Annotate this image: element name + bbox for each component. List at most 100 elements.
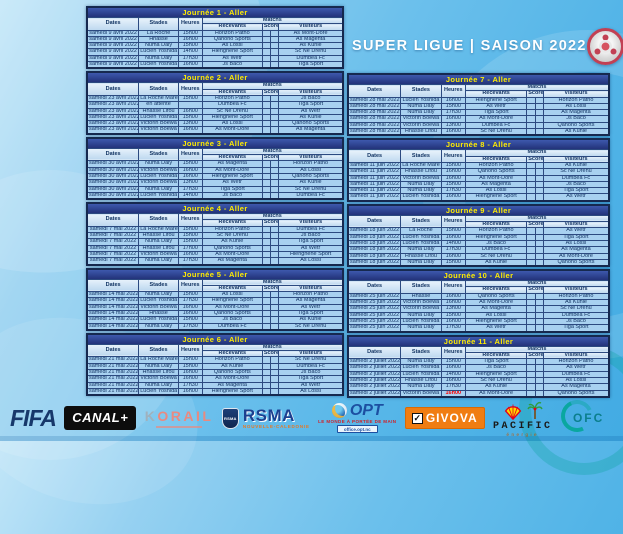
score-away-cell [534,193,544,202]
heure-cell: 16h00 [177,61,203,69]
match-row: samedi 30 avril 2022 Lucien Yoshida 14h00 J… [86,191,344,200]
dates-header: Dates [86,82,140,96]
match-row: samedi 2 juillet 2022 Hnasse Lifou 16h00 Sc… [347,376,610,385]
match-row: samedi 7 mai 2022 Victorin Boewa 16h00 As M… [86,250,344,259]
stade-cell: Numa Daly [138,291,179,299]
visiteur-cell: As Lossi [542,102,610,111]
date-cell: samedi 9 avril 2022 [86,35,140,44]
journee-title-row: Journée 5 - Aller [86,268,344,280]
heure-cell: 16h00 [440,96,466,104]
stades-header: Stades [400,280,442,294]
date-cell: samedi 23 avril 2022 [86,107,140,115]
visiteur-cell: As Magenta [542,383,610,391]
opt-website: office.opt.nc [336,425,378,434]
score-away-cell [534,258,544,267]
score-away-cell [270,120,280,128]
match-row: samedi 11 juin 2022 Numa Daly 15h00 As Mage… [347,180,610,189]
visiteur-cell: Qanono Sports [542,389,610,398]
heures-header: Heures [177,278,203,293]
dates-header: Dates [347,84,402,98]
journee-table: Journée 1 - Aller Dates Stades Heures Ma… [86,6,344,70]
matchs-header: Matchs [464,149,610,157]
fifa-wordmark: FIFA [10,404,57,431]
date-cell: samedi 30 avril 2022 [86,185,140,193]
journee-title-row: Journée 2 - Aller [86,71,344,84]
stade-cell: Numa Daly [400,102,442,111]
heure-cell: 15h00 [440,102,466,111]
scores-header: Scores [261,154,280,162]
date-cell: samedi 30 avril 2022 [86,179,140,187]
score-away-cell [534,252,544,260]
heures-header: Heures [440,149,466,163]
bottom-strip [0,436,623,441]
heure-cell: 14h00 [440,370,466,379]
heures-header: Heures [177,17,203,31]
stade-cell: Lucien Yoshida [138,297,179,305]
visiteurs-header: Visiteurs [542,286,610,294]
match-row: samedi 18 juin 2022 La Roche 15h00 Horizon … [347,227,610,235]
date-cell: samedi 2 juillet 2022 [347,364,402,372]
date-cell: samedi 7 mai 2022 [86,257,140,265]
recevant-cell: As Wetr [464,324,528,332]
match-row: samedi 7 mai 2022 Numa Daly 15h00 As Kunie T… [86,238,344,246]
visiteur-cell: As Kunie [542,128,610,136]
visiteurs-header: Visiteurs [542,155,610,163]
federation-football-logo-icon [586,27,623,65]
stade-cell: Numa Daly [400,324,442,332]
visiteurs-header: Visiteurs [278,23,344,31]
visiteur-cell: As Wetr [542,364,610,372]
match-row: samedi 30 avril 2022 Lucien Yoshida 16h00 H… [86,172,344,181]
column-header-row: Dates Stades Heures Matchs [86,16,344,31]
stade-cell: Lucien Yoshida [138,61,179,69]
stade-cell: Numa Daly [138,238,179,246]
heures-header: Heures [440,84,466,98]
match-row: samedi 14 mai 2022 Hnassé 16h00 Qanono Spor… [86,309,344,318]
visiteur-cell: As Lossi [542,376,610,385]
matchs-header: Matchs [464,83,610,92]
match-row: samedi 2 juillet 2022 Victorin Boewa 16h00… [347,389,610,398]
score-away-cell [534,389,544,398]
stade-cell: Hnassé [138,35,179,44]
matchs-header: Matchs [464,214,610,223]
journee-title: Journée 8 - Aller [347,138,610,151]
journee-table: Journée 9 - Aller Dates Stades Heures Ma… [347,203,610,268]
date-cell: samedi 28 mai 2022 [347,121,402,130]
heure-cell: 17h30 [440,246,466,254]
visiteur-cell: As Magenta [542,246,610,254]
heure-cell: 16h00 [440,252,466,260]
stade-cell: Numa Daly [138,362,179,371]
visiteur-cell: Js Baco [278,94,344,103]
date-cell: samedi 28 mai 2022 [347,109,402,117]
heure-cell: 16h00 [440,376,466,385]
stade-cell: Victorin Boewa [138,375,179,383]
date-cell: samedi 9 avril 2022 [86,61,140,69]
match-row: samedi 9 avril 2022 Numa Daly 15h00 As Loss… [86,42,344,50]
stade-cell: Numa Daly [400,311,442,319]
date-cell: samedi 21 mai 2022 [86,381,140,389]
date-cell: samedi 28 mai 2022 [347,102,402,111]
match-row: samedi 14 mai 2022 Numa Daly 15h00 As Lossi… [86,291,344,299]
visiteur-cell: Qanono Sports [278,120,344,128]
score-away-cell [270,322,280,331]
journee-table: Journée 5 - Aller Dates Stades Heures Ma… [86,267,344,331]
stade-cell: en attente [138,101,179,109]
journee-title: Journée 2 - Aller [86,71,344,84]
score-away-cell [270,185,280,193]
match-row: samedi 9 avril 2022 La Roche 15h00 Horizon … [86,29,344,37]
dates-header: Dates [86,278,140,293]
visiteur-cell: Dumbea Fc [278,362,344,371]
visiteurs-header: Visiteurs [278,219,344,227]
journee-title-row: Journée 6 - Aller [86,333,344,345]
heure-cell: 17h30 [177,322,203,331]
match-row: samedi 18 juin 2022 Numa Daly 15h00 As Kuni… [347,258,610,267]
match-row: samedi 14 mai 2022 Numa Daly 17h30 Dumbea F… [86,322,344,331]
stade-cell: Numa Daly [138,42,179,50]
score-away-cell [270,191,280,200]
stade-cell: Victorin Boewa [400,121,442,130]
recevant-cell: Hienghène Sport [201,387,263,396]
score-home-cell [526,389,536,398]
match-row: samedi 30 avril 2022 Numa Daly 15h00 As Mag… [86,160,344,168]
score-away-cell [534,292,544,301]
visiteur-cell: As Kunie [278,113,344,122]
checkbox-icon: ✓ [411,412,423,424]
